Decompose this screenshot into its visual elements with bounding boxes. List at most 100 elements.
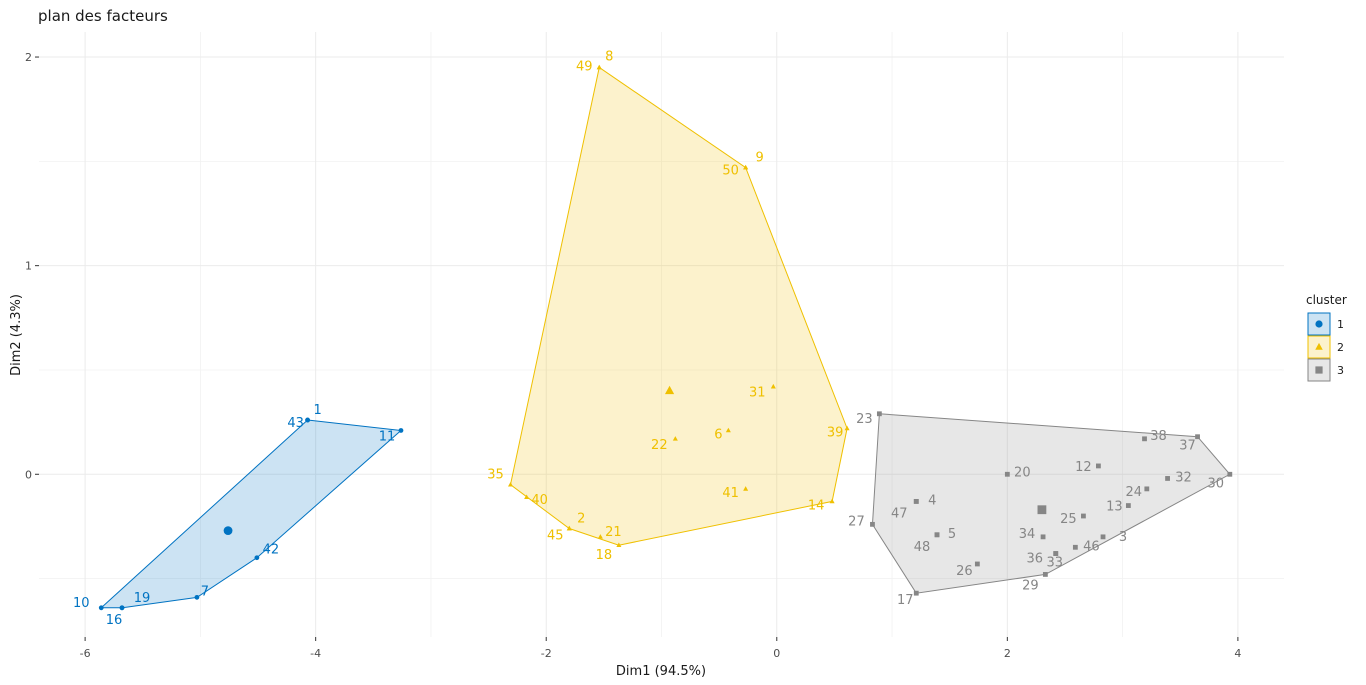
point-label: 33	[1046, 556, 1063, 571]
x-tick-label: 4	[1234, 647, 1241, 660]
data-point	[616, 542, 622, 548]
x-tick-label: 0	[773, 647, 780, 660]
x-tick-label: 2	[1004, 647, 1011, 660]
point-label: 22	[651, 438, 668, 453]
data-point	[725, 427, 731, 433]
data-point	[597, 534, 603, 539]
legend-label-3: 3	[1337, 364, 1344, 377]
data-point	[254, 555, 260, 561]
point-label: 3	[1119, 530, 1127, 545]
point-label: 26	[956, 564, 973, 579]
point-label: 47	[891, 506, 908, 521]
data-point	[1144, 486, 1150, 492]
point-label: 35	[487, 468, 504, 483]
point-label: 45	[547, 529, 564, 544]
cluster-centroid-1	[223, 526, 233, 536]
data-point	[566, 525, 572, 531]
data-point	[524, 494, 530, 500]
point-label: 32	[1175, 470, 1192, 485]
legend-label-1: 1	[1337, 318, 1344, 331]
data-point	[119, 605, 125, 611]
data-point	[305, 417, 310, 423]
cluster-hull-2	[509, 66, 848, 546]
point-label: 4	[928, 493, 936, 508]
point-label: 18	[596, 548, 613, 563]
data-point	[1096, 463, 1101, 469]
point-label: 27	[848, 514, 865, 529]
point-label: 8	[605, 49, 613, 64]
point-label: 37	[1179, 439, 1196, 454]
data-point	[770, 383, 776, 389]
y-tick-label: 2	[25, 51, 32, 64]
data-point	[1053, 551, 1059, 556]
point-label: 34	[1019, 527, 1036, 542]
point-label: 17	[897, 593, 914, 608]
data-point	[1040, 534, 1046, 540]
point-label: 30	[1208, 476, 1225, 491]
data-point	[1227, 471, 1233, 477]
point-label: 14	[808, 498, 825, 513]
data-point	[1195, 434, 1200, 440]
point-label: 9	[756, 151, 764, 166]
cluster-centroid-3	[1037, 505, 1047, 515]
point-label: 2	[577, 512, 585, 527]
point-label: 46	[1083, 539, 1100, 554]
data-point	[1004, 471, 1010, 477]
data-point	[98, 605, 104, 611]
point-label: 20	[1014, 465, 1031, 480]
point-label: 48	[914, 540, 931, 555]
data-point	[1042, 572, 1048, 577]
point-label: 50	[722, 164, 739, 179]
x-tick-label: -6	[80, 647, 91, 660]
point-label: 49	[576, 59, 593, 74]
point-label: 10	[73, 596, 90, 611]
point-label: 6	[714, 427, 722, 442]
grid	[39, 32, 1284, 637]
point-label: 38	[1150, 429, 1167, 444]
data-point	[829, 498, 835, 504]
point-label: 16	[106, 613, 123, 628]
point-label: 25	[1060, 512, 1077, 527]
data-point	[913, 590, 919, 596]
x-tick-label: -4	[310, 647, 321, 660]
cluster-hulls	[99, 66, 1231, 609]
point-label: 29	[1022, 578, 1039, 593]
point-label: 5	[948, 527, 956, 542]
data-point	[194, 594, 200, 600]
data-point	[1142, 436, 1147, 442]
data-point	[398, 428, 404, 433]
legend-marker-1	[1315, 320, 1323, 328]
point-label: 7	[201, 584, 209, 599]
y-tick-label: 1	[25, 260, 32, 273]
data-points	[98, 64, 1233, 611]
data-point	[1125, 503, 1131, 508]
point-label: 23	[856, 412, 873, 427]
point-label: 31	[749, 386, 766, 401]
point-label: 36	[1026, 552, 1043, 567]
data-point	[596, 64, 602, 70]
data-point	[672, 436, 678, 441]
point-label: 40	[531, 493, 548, 508]
point-label: 19	[134, 591, 151, 606]
point-label: 24	[1126, 485, 1143, 500]
legend-label-2: 2	[1337, 341, 1344, 354]
data-point	[913, 498, 919, 504]
point-label: 1	[313, 403, 321, 418]
legend-marker-2	[1315, 342, 1323, 350]
data-point	[974, 561, 980, 567]
cluster-centroid-2	[664, 385, 675, 395]
chart-title: plan des facteurs	[38, 7, 168, 25]
legend-marker-3	[1315, 366, 1323, 374]
y-tick-label: 0	[25, 468, 32, 481]
y-axis-title: Dim2 (4.3%)	[9, 294, 24, 376]
data-point	[870, 521, 875, 527]
data-point	[1072, 544, 1078, 550]
point-label: 39	[827, 425, 844, 440]
point-label: 43	[287, 416, 304, 431]
point-label: 42	[263, 543, 280, 558]
point-label: 13	[1106, 500, 1123, 515]
data-point	[1100, 534, 1106, 540]
